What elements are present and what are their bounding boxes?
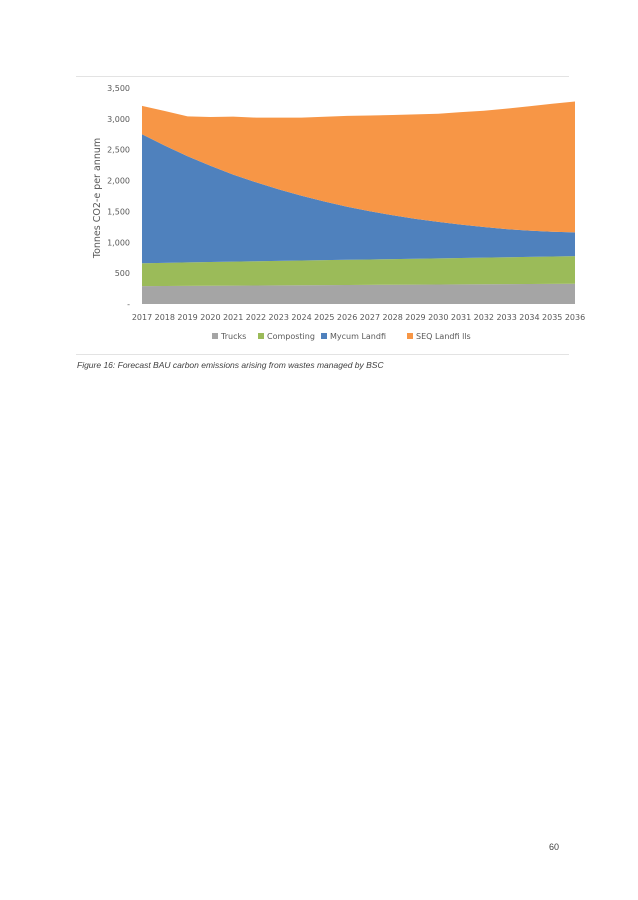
y-tick-label: 1,500 bbox=[107, 207, 130, 216]
x-tick-label: 2029 bbox=[405, 313, 425, 322]
x-tick-label: 2036 bbox=[565, 313, 585, 322]
legend: Trucks Composting Mycum Landfi SEQ Landfi l… bbox=[212, 332, 471, 341]
x-tick-label: 2032 bbox=[474, 313, 494, 322]
y-tick-label: 3,000 bbox=[107, 115, 130, 124]
x-tick-label: 2035 bbox=[542, 313, 562, 322]
y-tick-label: - bbox=[127, 300, 130, 309]
x-tick-label: 2025 bbox=[314, 313, 334, 322]
x-tick-label: 2028 bbox=[383, 313, 403, 322]
x-tick-label: 2021 bbox=[223, 313, 243, 322]
x-tick-label: 2031 bbox=[451, 313, 471, 322]
legend-swatch bbox=[321, 333, 327, 339]
area-series-4 bbox=[142, 101, 575, 233]
legend-label: Composting bbox=[267, 332, 315, 341]
area-layer bbox=[142, 101, 575, 304]
legend-label: Mycum Landfi bbox=[330, 332, 386, 341]
page-number: 60 bbox=[549, 842, 560, 852]
x-tick-label: 2026 bbox=[337, 313, 357, 322]
y-tick-label: 2,000 bbox=[107, 177, 130, 186]
y-axis-label: Tonnes CO2-e per annum bbox=[92, 138, 103, 259]
area-series-2 bbox=[142, 256, 575, 287]
area-series-3 bbox=[142, 134, 575, 264]
x-tick-label: 2022 bbox=[246, 313, 266, 322]
x-tick-label: 2018 bbox=[155, 313, 175, 322]
x-tick-label: 2024 bbox=[291, 313, 311, 322]
caption-rule bbox=[76, 354, 569, 355]
figure-caption: Figure 16: Forecast BAU carbon emissions… bbox=[77, 360, 384, 370]
legend-label: SEQ Landfi lls bbox=[416, 332, 471, 341]
x-tick-label: 2019 bbox=[177, 313, 197, 322]
y-tick-label: 500 bbox=[115, 269, 130, 278]
x-tick-label: 2034 bbox=[519, 313, 539, 322]
legend-swatch bbox=[212, 333, 218, 339]
y-tick-label: 2,500 bbox=[107, 146, 130, 155]
x-tick-label: 2030 bbox=[428, 313, 448, 322]
y-axis-ticks: - 500 1,000 1,500 2,000 2,500 3,000 3,500 bbox=[107, 84, 130, 309]
x-tick-label: 2020 bbox=[200, 313, 220, 322]
legend-label: Trucks bbox=[220, 332, 246, 341]
y-tick-label: 3,500 bbox=[107, 84, 130, 93]
top-rule bbox=[76, 76, 569, 77]
x-tick-label: 2023 bbox=[269, 313, 289, 322]
legend-swatch bbox=[407, 333, 413, 339]
x-tick-label: 2027 bbox=[360, 313, 380, 322]
x-axis-ticks: 2017 2018 2019 2020 2021 2022 2023 2024 2025 2026… bbox=[132, 313, 585, 322]
legend-swatch bbox=[258, 333, 264, 339]
area-series-1 bbox=[142, 283, 575, 304]
y-tick-label: 1,000 bbox=[107, 238, 130, 247]
x-tick-label: 2033 bbox=[496, 313, 516, 322]
x-tick-label: 2017 bbox=[132, 313, 152, 322]
